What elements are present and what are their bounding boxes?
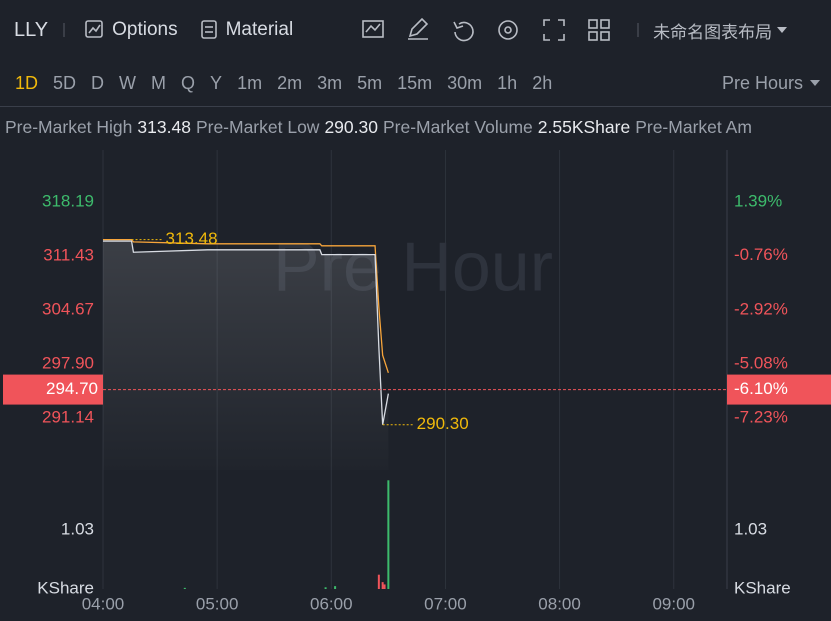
volume-tick-label: 1.03 <box>734 520 767 539</box>
timeframe[interactable]: 30m <box>447 72 483 93</box>
material-icon[interactable] <box>178 15 226 45</box>
area <box>103 241 389 470</box>
y-tick-label: 297.90 <box>42 354 94 373</box>
symbol[interactable]: LLY <box>14 18 49 41</box>
volume-unit: KShare <box>37 578 94 597</box>
timeframe[interactable]: Y <box>210 72 223 93</box>
timeframe[interactable]: 15m <box>397 72 433 93</box>
info-label: Pre-Market Volume <box>382 117 533 137</box>
reset-icon[interactable] <box>453 21 474 42</box>
timeframe[interactable]: W <box>119 72 137 93</box>
x-tick-label: 04:00 <box>82 594 125 613</box>
price-line <box>103 238 389 374</box>
volume-bar <box>387 480 390 589</box>
y2-tick-label: 1.39% <box>734 191 782 210</box>
timeframe[interactable]: 2h <box>532 72 553 93</box>
timeframe[interactable]: D <box>91 72 105 93</box>
options-icon[interactable] <box>78 15 112 45</box>
volume-bar <box>377 574 380 589</box>
material-button[interactable]: Material <box>225 19 294 40</box>
settings-icon[interactable] <box>498 20 518 40</box>
timeframe-list: 1D 5D D W M Q Y 1m 2m 3m 5m 15m 30m 1h 2h <box>0 73 552 94</box>
dropdown-arrow[interactable] <box>772 20 792 40</box>
info-value: 313.48 <box>137 117 191 137</box>
options-button[interactable]: Options <box>112 19 178 40</box>
x-tick-label: 06:00 <box>310 594 353 613</box>
last-change-label: -6.10% <box>734 379 788 398</box>
y2-tick-label: -0.76% <box>734 245 788 264</box>
timeframe[interactable]: 1D <box>15 72 39 93</box>
price-line <box>103 240 390 425</box>
y2-tick-label: -7.23% <box>734 407 788 426</box>
toolbar: LLY Options Material 未命名图表布局 <box>0 0 831 60</box>
session-select[interactable]: Pre Hours <box>721 72 803 93</box>
info-label: Pre-Market Am <box>635 117 752 137</box>
x-tick-label: 07:00 <box>424 594 467 613</box>
indicator-icon[interactable] <box>362 20 384 38</box>
tool-icons <box>362 17 639 42</box>
draw-icon[interactable] <box>408 17 429 40</box>
volume-bar <box>183 587 186 589</box>
timeframe[interactable]: M <box>151 72 167 93</box>
info-value: 2.55KShare <box>537 117 631 137</box>
volume-tick-label: 1.03 <box>61 520 94 539</box>
timeframe[interactable]: 1m <box>237 72 263 93</box>
timeframe[interactable]: 5D <box>53 72 77 93</box>
volume-bar <box>381 582 384 589</box>
timeframe[interactable]: 1h <box>497 72 518 93</box>
last-price-label: 294.70 <box>46 379 98 398</box>
y-tick-label: 291.14 <box>42 407 94 426</box>
low-label: 290.30 <box>417 414 469 433</box>
timeframe[interactable]: 3m <box>317 72 343 93</box>
timeframe[interactable]: Q <box>181 72 196 93</box>
y-tick-label: 311.43 <box>43 245 94 264</box>
info-bar: Pre-Market High 313.48 Pre-Market Low 290.3… <box>5 108 831 146</box>
info-label: Pre-Market Low <box>195 117 320 137</box>
separator <box>63 23 65 37</box>
high-label: 313.48 <box>166 229 218 248</box>
last-change-box <box>727 374 831 405</box>
layout-name[interactable]: 未命名图表布局 <box>653 22 773 42</box>
volume-bar <box>324 587 327 589</box>
info-value: 290.30 <box>324 117 378 137</box>
y2-tick-label: -5.08% <box>734 353 788 372</box>
y-tick-label: 304.67 <box>42 299 94 318</box>
dropdown-arrow[interactable] <box>803 73 831 93</box>
y2-tick-label: -2.92% <box>734 299 788 318</box>
last-price-box <box>3 374 103 405</box>
fullscreen-icon[interactable] <box>543 19 565 41</box>
volume-unit: KShare <box>734 578 791 597</box>
x-tick-label: 08:00 <box>538 594 581 613</box>
y-tick-label: 318.19 <box>42 191 94 210</box>
x-tick-label: 05:00 <box>196 594 239 613</box>
timeframe-bar: 1D 5D D W M Q Y 1m 2m 3m 5m 15m 30m 1h 2h Pre Hours <box>0 60 831 107</box>
timeframe[interactable]: 2m <box>277 72 303 93</box>
timeframe[interactable]: 5m <box>357 72 383 93</box>
info-label: Pre-Market High <box>5 117 133 137</box>
volume-bar <box>383 584 386 589</box>
layout-icon[interactable] <box>588 19 610 41</box>
x-tick-label: 09:00 <box>652 594 695 613</box>
volume-bar <box>334 586 337 589</box>
